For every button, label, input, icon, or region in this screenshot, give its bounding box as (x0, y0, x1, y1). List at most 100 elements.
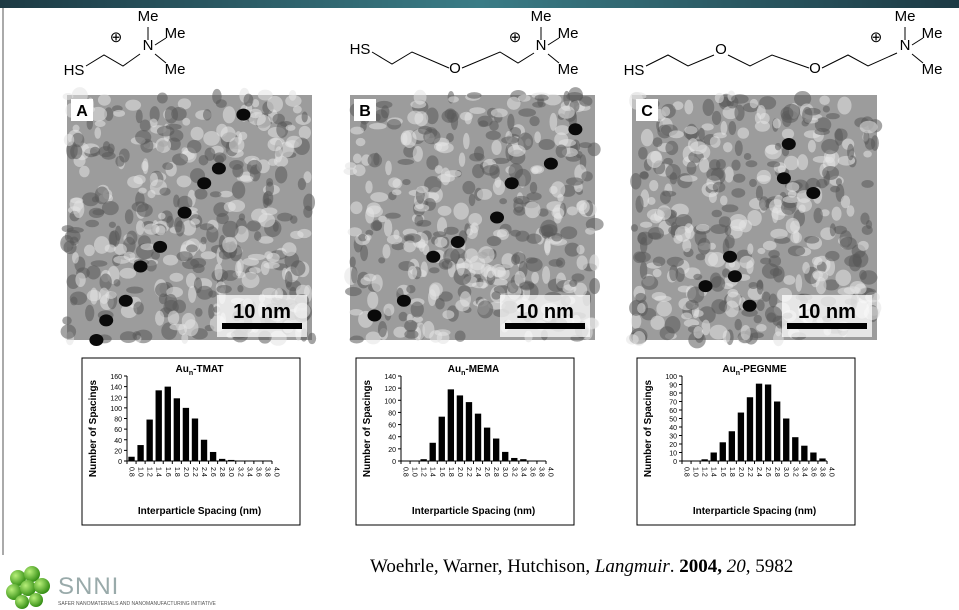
tem-noise (749, 98, 759, 109)
x-tick-label: 1.0 (137, 467, 144, 477)
tem-noise (237, 285, 244, 293)
y-tick-label: 120 (110, 395, 122, 402)
x-tick-label: 1.8 (447, 467, 454, 477)
tem-noise (534, 131, 541, 144)
tem-noise (824, 258, 836, 276)
tem-noise (525, 257, 543, 272)
tem-noise (402, 178, 411, 186)
bond (911, 37, 924, 46)
x-tick-label: 4.0 (273, 467, 280, 477)
tem-noise (262, 192, 270, 209)
tem-noise (506, 96, 521, 110)
tem-noise (508, 163, 524, 180)
y-tick-label: 100 (110, 406, 122, 413)
tem-noise (403, 240, 416, 253)
tem-noise (859, 120, 878, 134)
scale-bar (787, 323, 867, 329)
tem-noise (693, 273, 703, 281)
tem-noise (97, 94, 111, 106)
tem-noise (387, 118, 402, 130)
tem-noise (156, 125, 175, 137)
tem-noise (448, 96, 459, 103)
x-tick-label: 2.4 (755, 467, 762, 477)
tem-noise (290, 230, 304, 240)
x-axis-label: Interparticle Spacing (nm) (138, 506, 261, 517)
tem-noise (155, 225, 166, 236)
x-tick-label: 1.8 (173, 467, 180, 477)
tem-noise (247, 253, 266, 261)
tem-noise (352, 153, 362, 164)
tem-noise (276, 121, 289, 138)
tem-noise (101, 151, 116, 160)
tem-noise (428, 289, 437, 307)
tem-noise (728, 120, 737, 136)
tem-noise (404, 329, 419, 339)
x-tick-label: 1.6 (164, 467, 171, 477)
tem-noise (349, 309, 364, 316)
tem-noise (349, 256, 356, 268)
y-tick-label: 0 (118, 459, 122, 466)
tem-noise (477, 246, 495, 264)
tem-noise (549, 112, 558, 131)
tem-noise (538, 138, 555, 151)
logo-tagline: SAFER NANOMATERIALS AND NANOMANUFACTURIN… (58, 601, 217, 607)
nanoparticle (776, 172, 791, 185)
x-tick-label: 3.6 (254, 467, 261, 477)
bond (154, 53, 167, 64)
tem-noise (164, 106, 179, 124)
tem-noise (831, 206, 842, 221)
y-tick-label: 50 (669, 417, 677, 424)
x-tick-label: 3.2 (510, 467, 517, 477)
tem-noise (773, 194, 784, 208)
tem-noise (734, 318, 742, 331)
bond (371, 51, 450, 69)
tem-noise (797, 154, 809, 171)
tem-noise (745, 160, 758, 168)
tem-noise (630, 92, 647, 101)
tem-noise (75, 272, 86, 287)
tem-noise (214, 155, 225, 165)
tem-noise (258, 213, 276, 228)
tem-noise (538, 225, 554, 237)
tem-noise (249, 267, 261, 274)
tem-noise (416, 219, 432, 227)
citation: Woehrle, Warner, Hutchison, Langmuir. 20… (370, 556, 793, 577)
tem-noise (863, 150, 872, 158)
tem-noise (491, 263, 506, 278)
atom-label: N (900, 37, 911, 54)
y-tick-label: 40 (114, 438, 122, 445)
tem-noise (464, 248, 479, 263)
tem-noise (712, 181, 726, 193)
tem-noise (219, 190, 233, 198)
scale-bg (500, 295, 590, 337)
title-main: Au (722, 364, 735, 375)
tem-noise (190, 126, 204, 141)
tem-noise (714, 92, 724, 104)
tem-noise (492, 179, 506, 196)
nanoparticle (781, 138, 796, 150)
tem-noise (192, 263, 205, 274)
tem-noise (756, 169, 772, 185)
tem-noise (222, 236, 238, 253)
tem-noise (108, 221, 117, 228)
tem-noise (149, 118, 158, 128)
tem-noise (519, 281, 535, 291)
tem-noise (172, 153, 189, 166)
nanoparticle (723, 250, 737, 263)
x-tick-label: 2.8 (773, 467, 780, 477)
tem-noise (126, 286, 144, 294)
scale-bg (782, 295, 872, 337)
tem-noise (718, 216, 732, 228)
atom-label: Me (165, 61, 186, 78)
bar (164, 386, 171, 461)
x-tick-label: 1.0 (692, 467, 699, 477)
tem-noise (274, 166, 288, 184)
bar (819, 458, 826, 461)
tem-noise (284, 271, 293, 288)
bar (719, 442, 726, 461)
tem-noise (258, 236, 274, 244)
tem-noise (741, 308, 758, 317)
tem-noise (857, 240, 869, 251)
tem-noise (383, 303, 395, 317)
bar (146, 419, 153, 461)
